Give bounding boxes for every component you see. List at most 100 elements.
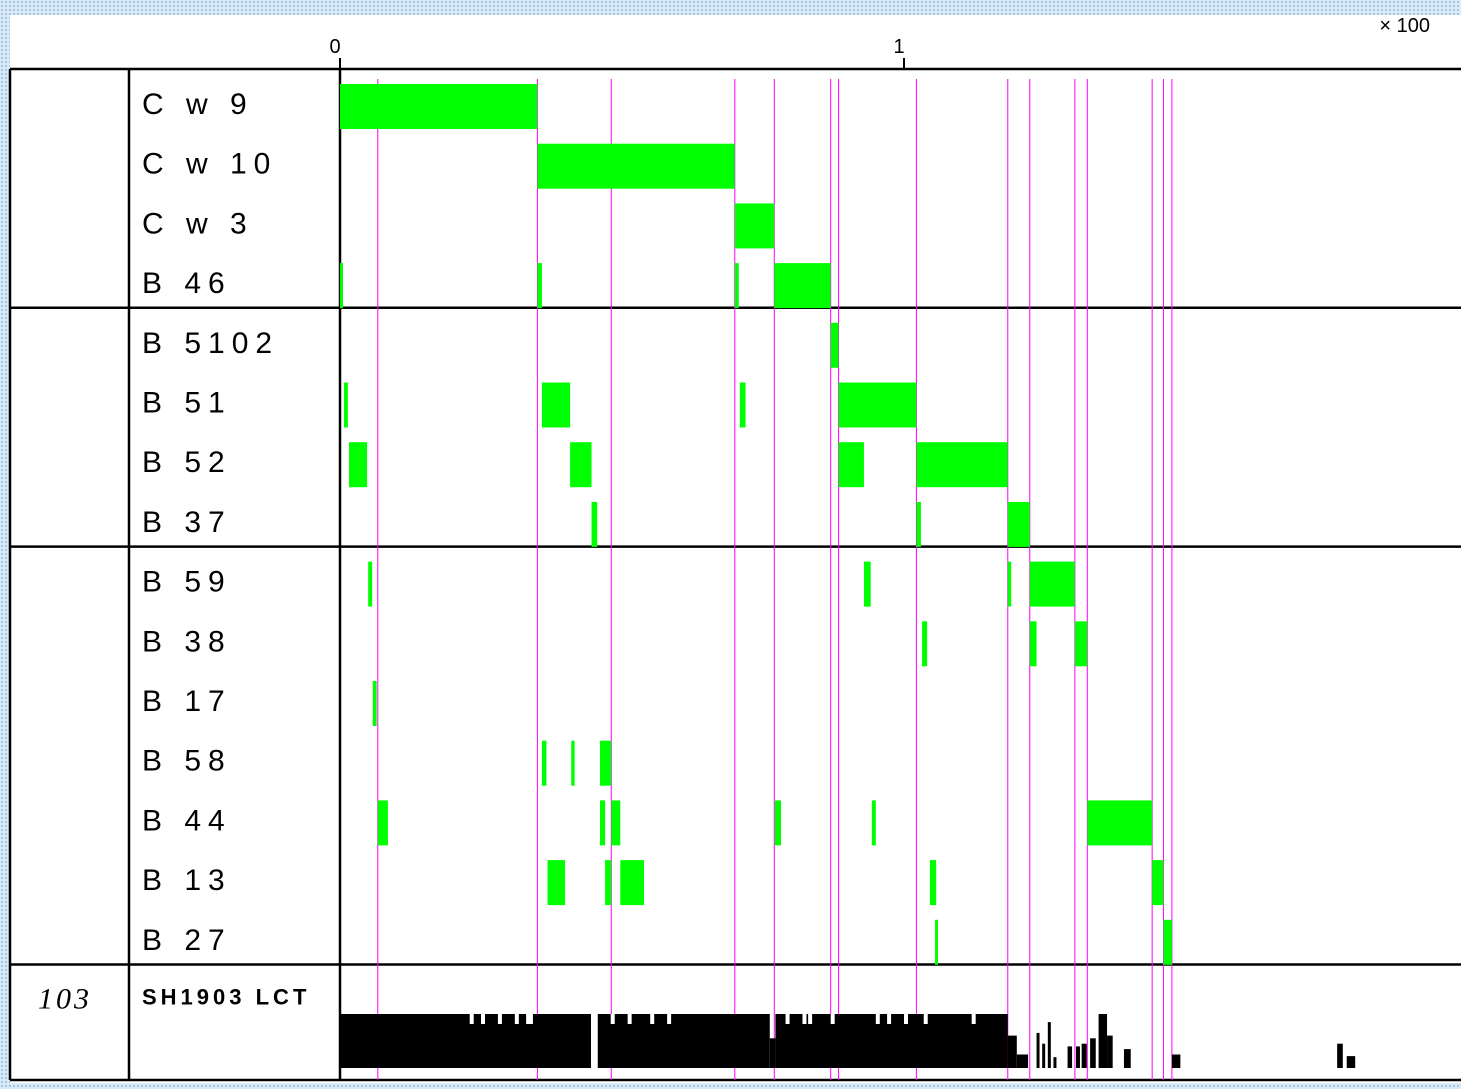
bar-segment [611, 800, 621, 846]
row-label: B 51 [142, 387, 232, 420]
footer-notch [514, 1014, 519, 1024]
row-label: B 44 [142, 804, 232, 837]
footer-bar [1090, 1038, 1096, 1068]
bar-segment [1029, 621, 1037, 667]
row-label: C w 10 [142, 148, 277, 181]
footer-bar [1076, 1046, 1080, 1068]
bar-segment [349, 442, 368, 488]
bar-segment [1007, 501, 1030, 547]
footer-bar [1036, 1032, 1040, 1068]
footer-bar [340, 1014, 591, 1068]
footer-notch [481, 1014, 485, 1024]
bar-segment [570, 442, 592, 488]
footer-label: SH1903 LCT [142, 985, 310, 1010]
footer-bar [1053, 1057, 1057, 1068]
bar-segment [591, 501, 598, 547]
row-label: C w 9 [142, 88, 254, 121]
footer-notch [526, 1014, 531, 1024]
footer-notch [650, 1014, 655, 1024]
footer-bar [1067, 1046, 1073, 1068]
footer-notch [875, 1014, 880, 1024]
bar-segment [871, 800, 876, 846]
bar-segment [340, 84, 538, 129]
row-label: B 5102 [142, 327, 279, 360]
bar-segment [830, 322, 839, 368]
footer-notch [904, 1014, 908, 1024]
bar-segment [537, 143, 735, 189]
row-label: C w 3 [142, 207, 254, 240]
footer-bar [1337, 1043, 1343, 1068]
bar-segment [863, 561, 871, 607]
bar-segment [620, 860, 644, 906]
bar-segment [838, 382, 917, 428]
footer-notch [497, 1014, 502, 1024]
bar-segment [541, 740, 547, 786]
bar-segment [774, 263, 831, 309]
bar-segment [1007, 561, 1012, 607]
bar-segment [1074, 621, 1088, 667]
bar-segment [739, 382, 746, 428]
footer-bar [1007, 1035, 1017, 1068]
footer-bar [1081, 1043, 1087, 1068]
bar-segments [340, 84, 1172, 965]
bar-segment [922, 621, 928, 667]
x-scale-multiplier: × 100 [1379, 15, 1430, 37]
bar-segment [916, 442, 1008, 488]
bar-segment [774, 800, 782, 846]
footer-bar [769, 1038, 776, 1068]
row-label: B 59 [142, 566, 232, 599]
row-label: B 38 [142, 625, 232, 658]
x-tick-label: 0 [329, 36, 340, 58]
bar-segment [571, 740, 575, 786]
row-label: B 13 [142, 864, 232, 897]
bar-segment [605, 860, 612, 906]
row-label: B 17 [142, 685, 232, 718]
bar-segment [929, 860, 937, 906]
footer-notch [802, 1014, 807, 1024]
bar-segment [838, 442, 864, 488]
footer-number: 103 [38, 983, 92, 1016]
bar-segment [1163, 919, 1172, 965]
footer-bar [775, 1014, 1008, 1068]
footer-bar [1016, 1054, 1029, 1068]
bar-segment [537, 263, 542, 309]
row-label: B 27 [142, 924, 232, 957]
bar-segment [340, 263, 343, 309]
bar-segment [600, 800, 606, 846]
bar-segment [734, 203, 775, 249]
bar-segment [600, 740, 612, 786]
footer-notch [887, 1014, 892, 1024]
row-label: B 46 [142, 267, 232, 300]
footer-track: 103 SH1903 LCT [38, 983, 1356, 1068]
bar-segment [916, 501, 921, 547]
bar-segment [734, 263, 739, 309]
bar-segment [547, 860, 566, 906]
footer-notch [528, 1014, 533, 1024]
bar-segment [1087, 800, 1153, 846]
bar-segment [343, 382, 348, 428]
footer-bar [1171, 1054, 1181, 1068]
bar-segment [935, 919, 939, 965]
footer-bar [1346, 1056, 1356, 1068]
footer-notch [971, 1014, 976, 1024]
bar-segment [372, 681, 377, 726]
footer-bar [1098, 1014, 1108, 1068]
x-tick-label: 1 [893, 36, 904, 58]
row-label: B 37 [142, 506, 232, 539]
bar-segment [377, 800, 388, 846]
footer-bar [1042, 1043, 1046, 1068]
footer-bar [1047, 1022, 1051, 1068]
footer-notch [610, 1014, 615, 1024]
row-label: B 58 [142, 745, 232, 778]
footer-notch [469, 1014, 474, 1024]
footer-bar [1107, 1035, 1113, 1068]
chart-background [10, 15, 1461, 1083]
footer-notch [830, 1014, 835, 1024]
bar-segment [1152, 860, 1164, 906]
bar-segment [541, 382, 571, 428]
footer-notch [785, 1014, 790, 1024]
row-labels: C w 9 C w 10 C w 3 B 46 B 5102 B 51 B 52 B 37 B … [142, 88, 279, 957]
link-lines [377, 79, 1173, 1080]
